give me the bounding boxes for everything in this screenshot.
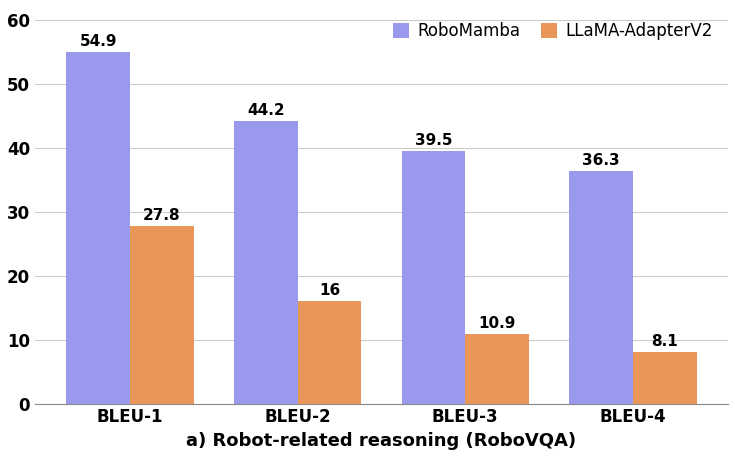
Text: 27.8: 27.8 [143,207,181,223]
Bar [130,226,194,404]
Bar [569,171,633,404]
Text: 36.3: 36.3 [582,153,620,168]
Bar [298,301,362,404]
Bar [401,151,465,404]
Bar [234,121,298,404]
Text: 39.5: 39.5 [415,133,452,148]
Bar [66,53,130,404]
Text: 44.2: 44.2 [247,103,284,117]
Text: 16: 16 [319,283,340,298]
Legend: RoboMamba, LLaMA-AdapterV2: RoboMamba, LLaMA-AdapterV2 [386,15,720,47]
Text: 10.9: 10.9 [478,316,516,331]
Bar [633,352,697,404]
X-axis label: a) Robot-related reasoning (RoboVQA): a) Robot-related reasoning (RoboVQA) [187,432,576,450]
Text: 54.9: 54.9 [79,34,117,49]
Text: 8.1: 8.1 [651,334,678,349]
Bar [465,334,529,404]
